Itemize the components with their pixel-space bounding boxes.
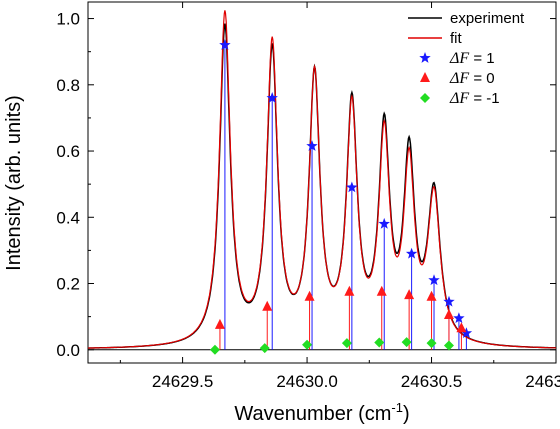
y-tick-label: 0.4 — [56, 208, 80, 227]
diamond-marker — [209, 344, 220, 355]
diamond-marker — [426, 338, 437, 349]
x-tick-label: 24631.0 — [525, 372, 560, 391]
x-tick-label: 24630.5 — [401, 372, 462, 391]
triangle-marker — [376, 285, 387, 296]
star-marker — [453, 312, 465, 324]
star-marker — [346, 181, 358, 193]
y-tick-label: 1.0 — [56, 10, 80, 29]
y-axis-title: Intensity (arb. units) — [3, 95, 25, 271]
plot-area — [87, 1, 557, 364]
star-marker — [219, 39, 231, 50]
diamond-marker — [341, 338, 352, 349]
line-markers — [209, 39, 473, 355]
fit-curve — [87, 10, 556, 349]
legend-label: fit — [450, 30, 463, 47]
legend-label: ΔF = -1 — [449, 90, 500, 107]
star-marker — [378, 217, 390, 229]
star-marker — [428, 274, 440, 286]
diamond-marker — [443, 340, 454, 351]
axes: 24629.5 24630.0 24630.5 24631.0 0.0 0.2 0.4 0.6… — [56, 2, 560, 391]
x-axis-title: Wavenumber (cm-1) — [234, 400, 409, 425]
triangle-marker — [304, 290, 315, 301]
y-tick-label: 0.2 — [56, 275, 80, 294]
x-tick-label: 24630.0 — [276, 372, 337, 391]
diamond-marker — [259, 343, 270, 354]
triangle-marker — [344, 285, 355, 296]
spectrum-curves — [87, 10, 556, 349]
y-tick-label: 0.0 — [56, 341, 80, 360]
y-tick-label: 0.6 — [56, 142, 80, 161]
diamond-marker — [302, 339, 313, 350]
diamond-marker — [401, 337, 412, 348]
y-tick-label: 0.8 — [56, 76, 80, 95]
triangle-marker — [262, 300, 273, 311]
x-axis-title-superscript: -1 — [391, 400, 403, 415]
legend-diamond — [420, 93, 430, 103]
star-marker — [443, 295, 455, 307]
star-marker — [405, 247, 418, 259]
triangle-marker — [404, 289, 415, 300]
legend-star — [419, 52, 431, 63]
star-marker — [306, 140, 318, 151]
legend-label: ΔF = 1 — [449, 50, 495, 67]
star-marker — [266, 92, 278, 103]
triangle-marker — [456, 322, 467, 333]
star-marker — [460, 327, 473, 338]
triangle-marker — [426, 290, 437, 301]
legend: experiment fit ΔF = 1 ΔF = 0 ΔF = -1 — [408, 10, 525, 107]
triangle-marker — [214, 318, 225, 329]
x-tick-label: 24629.5 — [152, 372, 213, 391]
diamond-marker — [374, 337, 385, 348]
legend-label: ΔF = 0 — [449, 70, 495, 87]
legend-triangle — [420, 72, 430, 82]
triangle-marker — [443, 308, 454, 319]
legend-label: experiment — [450, 10, 525, 27]
